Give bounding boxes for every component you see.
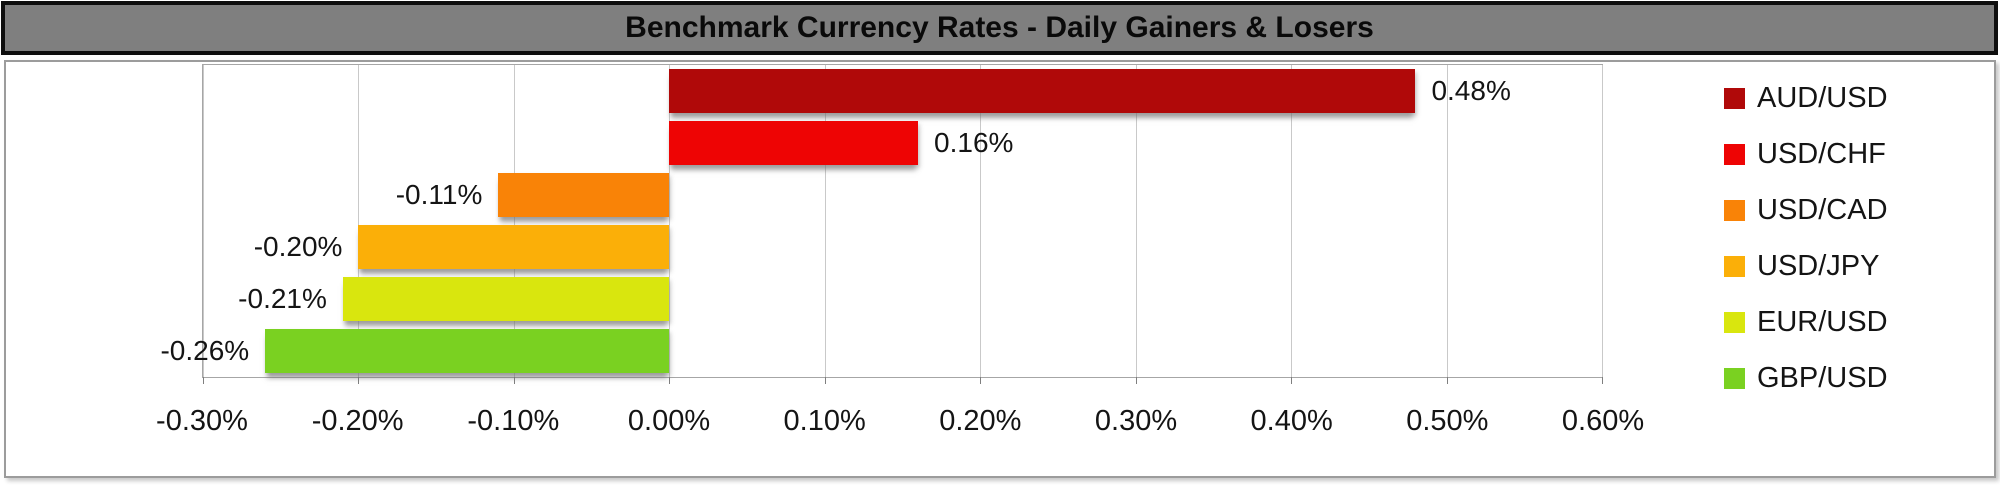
gridline xyxy=(980,65,982,377)
legend-item-aud-usd: AUD/USD xyxy=(1724,70,1888,126)
axis-tick xyxy=(980,377,982,384)
x-axis-label: 0.00% xyxy=(627,405,711,437)
gridline xyxy=(1602,65,1603,377)
axis-tick xyxy=(824,377,826,384)
data-label-usd-chf: 0.16% xyxy=(934,127,1014,158)
gridline xyxy=(824,65,826,377)
legend-swatch xyxy=(1724,199,1745,221)
legend-label: GBP/USD xyxy=(1757,361,1888,394)
data-label-gbp-usd: -0.26% xyxy=(160,335,250,366)
bar-usd-chf xyxy=(669,121,919,165)
x-axis-label: -0.20% xyxy=(311,405,404,437)
legend-item-eur-usd: EUR/USD xyxy=(1724,294,1888,350)
x-axis-label: 0.50% xyxy=(1406,405,1489,437)
legend-label: USD/JPY xyxy=(1757,249,1880,282)
data-label-usd-cad: -0.11% xyxy=(395,179,483,210)
x-axis-label: 0.20% xyxy=(939,405,1022,437)
legend-label: EUR/USD xyxy=(1757,305,1888,338)
data-label-eur-usd: -0.21% xyxy=(238,283,327,314)
axis-tick xyxy=(358,377,360,384)
legend-swatch xyxy=(1724,87,1745,109)
legend-swatch xyxy=(1724,311,1745,333)
gridline xyxy=(669,65,671,377)
x-axis: -0.30% -0.20% -0.10% 0.00% 0.10% 0.20% 0.30% 0.… xyxy=(156,404,1644,440)
bar-aud-usd xyxy=(669,68,1416,113)
chart-title: Benchmark Currency Rates - Daily Gainers… xyxy=(625,11,1374,44)
chart-title-banner: Benchmark Currency Rates - Daily Gainers… xyxy=(1,1,1998,55)
axis-tick xyxy=(669,377,671,384)
axis-tick xyxy=(203,377,204,384)
bar-gbp-usd xyxy=(265,329,670,373)
legend-label: USD/CHF xyxy=(1757,137,1886,170)
legend: AUD/USD USD/CHF USD/CAD USD/JPY EUR/USD GBP/U… xyxy=(1724,70,1888,406)
legend-item-usd-cad: USD/CAD xyxy=(1724,182,1888,238)
legend-item-usd-chf: USD/CHF xyxy=(1724,126,1888,182)
x-axis-label: 0.10% xyxy=(783,405,866,437)
gridline xyxy=(1135,65,1137,377)
bar-usd-jpy xyxy=(358,225,670,269)
x-axis-label: 0.60% xyxy=(1561,405,1645,437)
data-label-aud-usd: 0.48% xyxy=(1431,75,1511,106)
axis-tick xyxy=(513,377,515,384)
gridline xyxy=(1446,65,1448,377)
gridline xyxy=(203,65,204,377)
axis-tick xyxy=(1135,377,1137,384)
x-axis-label: 0.30% xyxy=(1094,405,1178,437)
bar-usd-cad xyxy=(498,173,670,217)
legend-item-usd-jpy: USD/JPY xyxy=(1724,238,1888,294)
x-axis-label: -0.30% xyxy=(156,405,248,437)
axis-tick xyxy=(1291,377,1293,384)
legend-label: USD/CAD xyxy=(1757,193,1888,226)
axis-tick xyxy=(1602,377,1603,384)
gridline xyxy=(1291,65,1293,377)
x-axis-label: 0.40% xyxy=(1250,405,1333,437)
axis-tick xyxy=(1446,377,1448,384)
legend-item-gbp-usd: GBP/USD xyxy=(1724,350,1888,406)
bar-eur-usd xyxy=(342,277,670,321)
gridline xyxy=(358,65,360,377)
x-axis-label: -0.10% xyxy=(467,405,560,437)
plot-area: 0.48% 0.16% -0.11% -0.20% -0.21% -0.26% xyxy=(160,64,1603,384)
legend-label: AUD/USD xyxy=(1757,81,1888,114)
data-label-usd-jpy: -0.20% xyxy=(253,231,343,262)
legend-swatch xyxy=(1724,143,1745,165)
gridline xyxy=(513,65,515,377)
legend-swatch xyxy=(1724,367,1745,389)
legend-swatch xyxy=(1724,255,1745,277)
